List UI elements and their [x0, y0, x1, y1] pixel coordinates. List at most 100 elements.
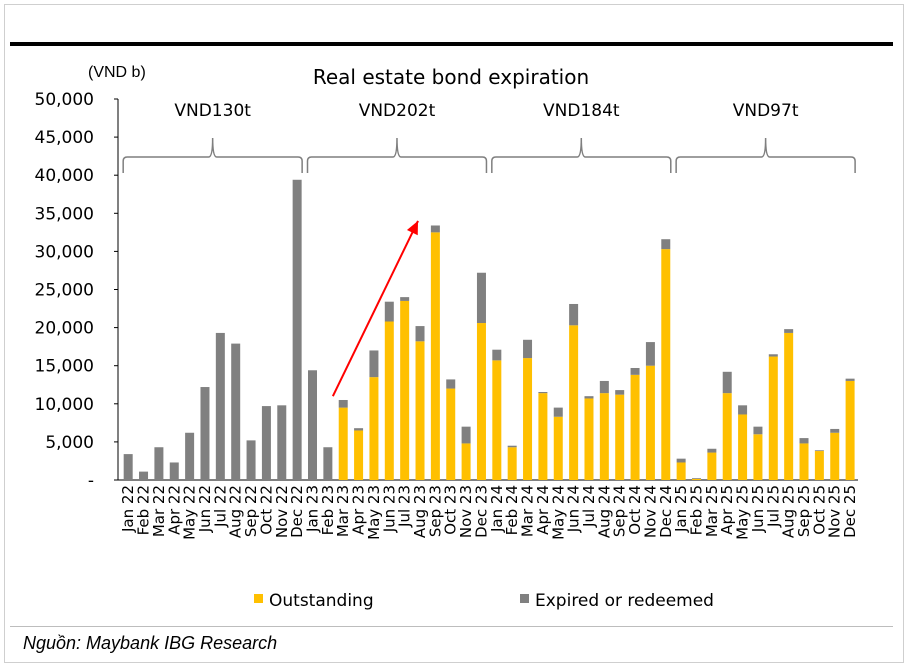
bar-expired: [599, 380, 609, 394]
bar-expired: [569, 303, 579, 326]
bar-expired: [185, 432, 195, 480]
bar-outstanding: [569, 325, 579, 480]
bar-outstanding: [845, 380, 855, 480]
bar-outstanding: [830, 432, 840, 480]
x-tick-label: Feb 24: [503, 485, 521, 535]
y-tick-label: 20,000: [35, 319, 94, 339]
bar-expired: [430, 225, 440, 233]
bar-expired: [169, 462, 179, 480]
bar-expired: [630, 367, 640, 375]
bar-outstanding: [492, 360, 502, 480]
x-tick-label: Jan 22: [119, 485, 137, 533]
x-tick-label: Nov 24: [641, 485, 659, 538]
y-tick-label: 35,000: [35, 204, 94, 224]
bar-expired: [446, 379, 456, 389]
x-tick-label: Jul 25: [764, 485, 782, 528]
top-bar: [10, 42, 893, 46]
period-total-label: VND184t: [543, 101, 620, 121]
y-tick-label: 50,000: [35, 90, 94, 110]
bar-expired: [523, 339, 533, 359]
bar-outstanding: [676, 462, 686, 480]
bar-expired: [323, 447, 333, 480]
period-total-label: VND97t: [733, 101, 799, 121]
x-tick-label: May 25: [734, 485, 752, 540]
bar-outstanding: [768, 356, 778, 480]
y-tick-label: 5,000: [45, 433, 94, 453]
bar-outstanding: [692, 478, 701, 480]
legend-swatch-outstanding: [254, 594, 263, 603]
period-total-label: VND202t: [359, 101, 436, 121]
x-tick-label: Mar 23: [334, 485, 352, 537]
x-tick-label: Aug 23: [411, 485, 429, 538]
x-tick-label: Jun 23: [380, 485, 398, 533]
bar-outstanding: [784, 332, 794, 480]
bar-outstanding: [753, 434, 763, 480]
x-tick-label: Jun 25: [749, 485, 767, 533]
bar-expired: [354, 428, 364, 431]
bar-expired: [461, 426, 471, 444]
period-braces: VND130t VND202t VND184t VND97t: [122, 101, 856, 173]
y-tick-label: 40,000: [35, 166, 94, 186]
x-tick-label: Sep 23: [426, 485, 444, 537]
legend-label-expired: Expired or redeemed: [535, 591, 714, 611]
x-tick-label: Aug 25: [780, 485, 798, 538]
bar-expired: [292, 179, 302, 480]
bar-outstanding: [476, 323, 486, 480]
x-tick-label: Mar 22: [150, 485, 168, 537]
x-tick-label: Apr 24: [534, 485, 552, 535]
bar-expired: [768, 354, 778, 357]
bar-expired: [261, 406, 271, 480]
y-tick-label: 30,000: [35, 242, 94, 262]
bar-expired: [753, 426, 763, 435]
bar-expired: [738, 405, 748, 415]
bar-expired: [845, 378, 855, 381]
bar-expired: [215, 332, 225, 480]
legend-label-outstanding: Outstanding: [269, 591, 374, 611]
bar-expired: [692, 478, 701, 479]
bar-expired: [123, 454, 133, 480]
bar-expired: [507, 445, 517, 448]
bar-outstanding: [799, 443, 809, 480]
unit-label: (VND b): [88, 64, 146, 81]
bar-expired: [476, 272, 486, 324]
bar-expired: [645, 342, 655, 366]
bar-expired: [231, 343, 241, 480]
bar-expired: [615, 390, 625, 395]
x-tick-label: Jan 25: [672, 485, 690, 533]
bar-outstanding: [722, 393, 732, 480]
x-tick-label: May 24: [549, 485, 567, 540]
bar-outstanding: [553, 416, 563, 480]
x-tick-label: Apr 23: [350, 485, 368, 535]
x-tick-label: Mar 25: [703, 485, 721, 537]
bar-outstanding: [430, 232, 440, 480]
period-brace: [306, 137, 488, 173]
x-tick-label: Dec 22: [288, 485, 306, 538]
bar-expired: [830, 428, 840, 433]
x-tick-label: May 23: [365, 485, 383, 540]
bar-expired: [538, 391, 548, 394]
x-tick-label: Sep 22: [242, 485, 260, 537]
y-tick-label: -: [88, 471, 94, 491]
x-tick-label: Sep 24: [611, 485, 629, 537]
bar-outstanding: [384, 321, 394, 480]
x-tick-label: Jul 24: [580, 485, 598, 528]
bar-expired: [384, 301, 394, 322]
bar-expired: [400, 297, 410, 301]
x-tick-label: Nov 23: [457, 485, 475, 538]
x-tick-label: Jun 24: [565, 485, 583, 533]
x-tick-label: Jul 22: [211, 485, 229, 528]
bars: [123, 179, 855, 480]
bar-expired: [154, 447, 164, 480]
x-tick-label: Oct 23: [442, 485, 460, 535]
bar-expired: [553, 407, 563, 417]
x-tick-label: Jan 24: [488, 485, 506, 533]
bar-expired: [277, 405, 287, 480]
bar-outstanding: [538, 393, 548, 480]
y-axis: - 5,000 10,000 15,000 20,000 25,000 30,000 35,0…: [35, 90, 858, 491]
bar-expired: [661, 239, 671, 250]
x-tick-label: Aug 24: [595, 485, 613, 538]
bar-expired: [369, 350, 379, 378]
period-brace: [675, 137, 856, 173]
x-tick-label: May 22: [181, 485, 199, 540]
